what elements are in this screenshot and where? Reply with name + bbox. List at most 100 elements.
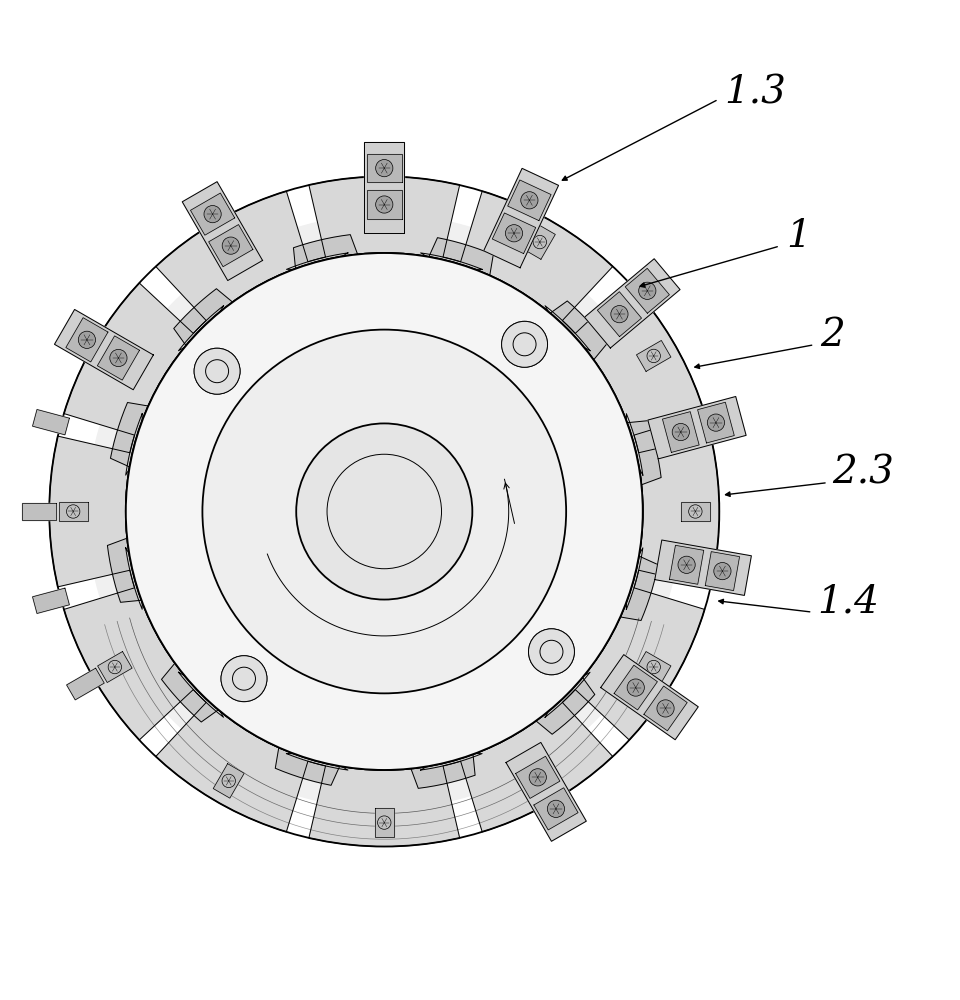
Polygon shape: [98, 340, 132, 371]
Polygon shape: [669, 545, 704, 584]
Polygon shape: [545, 283, 705, 475]
Polygon shape: [33, 588, 69, 613]
Polygon shape: [420, 672, 612, 832]
Polygon shape: [98, 652, 132, 683]
Polygon shape: [364, 142, 404, 233]
Polygon shape: [213, 764, 244, 798]
Polygon shape: [374, 186, 394, 215]
Polygon shape: [294, 235, 363, 284]
Polygon shape: [626, 414, 719, 609]
Polygon shape: [648, 397, 746, 459]
Polygon shape: [636, 652, 671, 683]
Circle shape: [109, 349, 127, 367]
Circle shape: [501, 321, 547, 367]
Polygon shape: [22, 503, 56, 520]
Circle shape: [505, 225, 522, 242]
Polygon shape: [545, 548, 705, 740]
Circle shape: [672, 423, 689, 441]
Circle shape: [678, 556, 695, 573]
Polygon shape: [524, 665, 595, 734]
Polygon shape: [190, 193, 234, 235]
Polygon shape: [524, 225, 555, 259]
Circle shape: [375, 196, 393, 213]
Text: 2: 2: [820, 317, 845, 354]
Polygon shape: [681, 502, 709, 521]
Polygon shape: [108, 533, 157, 602]
Polygon shape: [66, 318, 108, 362]
Circle shape: [501, 321, 547, 367]
Polygon shape: [614, 665, 658, 710]
Circle shape: [79, 331, 96, 348]
Polygon shape: [612, 421, 661, 490]
Polygon shape: [506, 742, 587, 841]
Polygon shape: [87, 215, 681, 808]
Circle shape: [714, 562, 731, 580]
Polygon shape: [66, 668, 105, 700]
Circle shape: [611, 306, 628, 323]
Polygon shape: [601, 655, 698, 740]
Polygon shape: [655, 540, 752, 595]
Text: 1.4: 1.4: [817, 584, 878, 621]
Polygon shape: [126, 253, 643, 770]
Polygon shape: [605, 550, 659, 620]
Polygon shape: [213, 225, 244, 259]
Polygon shape: [374, 808, 394, 837]
Polygon shape: [534, 788, 578, 830]
Polygon shape: [585, 259, 680, 348]
Polygon shape: [492, 213, 536, 254]
Polygon shape: [706, 552, 739, 591]
Circle shape: [529, 769, 546, 786]
Circle shape: [297, 423, 472, 600]
Circle shape: [222, 237, 239, 254]
Circle shape: [126, 253, 643, 770]
Text: 1: 1: [786, 218, 811, 255]
Polygon shape: [156, 191, 348, 351]
Polygon shape: [636, 340, 671, 371]
Text: 1.3: 1.3: [724, 75, 786, 112]
Polygon shape: [276, 732, 347, 785]
Circle shape: [204, 206, 221, 223]
Circle shape: [194, 348, 240, 394]
Polygon shape: [484, 168, 559, 268]
Polygon shape: [64, 548, 224, 740]
Circle shape: [627, 679, 644, 696]
Polygon shape: [662, 412, 699, 452]
Polygon shape: [161, 651, 231, 722]
Polygon shape: [182, 182, 262, 281]
Circle shape: [708, 414, 725, 431]
Polygon shape: [64, 283, 224, 475]
Polygon shape: [420, 191, 612, 351]
Circle shape: [297, 423, 472, 600]
Polygon shape: [698, 402, 734, 443]
Polygon shape: [422, 238, 493, 291]
Circle shape: [221, 656, 267, 702]
Polygon shape: [644, 686, 687, 731]
Polygon shape: [367, 154, 401, 182]
Polygon shape: [597, 292, 641, 337]
Polygon shape: [516, 756, 560, 798]
Text: 2.3: 2.3: [832, 455, 894, 492]
Circle shape: [657, 700, 674, 717]
Polygon shape: [405, 739, 475, 788]
Polygon shape: [524, 764, 555, 798]
Polygon shape: [33, 410, 69, 435]
Polygon shape: [208, 225, 252, 267]
Polygon shape: [49, 414, 142, 609]
Circle shape: [194, 348, 240, 394]
Polygon shape: [625, 268, 669, 313]
Circle shape: [203, 330, 566, 693]
Circle shape: [547, 800, 564, 817]
Polygon shape: [156, 672, 348, 832]
Polygon shape: [538, 301, 607, 372]
Circle shape: [529, 629, 574, 675]
Polygon shape: [59, 502, 87, 521]
Polygon shape: [55, 309, 154, 390]
Polygon shape: [367, 190, 401, 219]
Polygon shape: [97, 336, 139, 380]
Circle shape: [529, 629, 574, 675]
Circle shape: [638, 282, 656, 299]
Polygon shape: [174, 289, 245, 358]
Polygon shape: [508, 180, 551, 221]
Polygon shape: [286, 177, 482, 269]
Polygon shape: [110, 402, 164, 473]
